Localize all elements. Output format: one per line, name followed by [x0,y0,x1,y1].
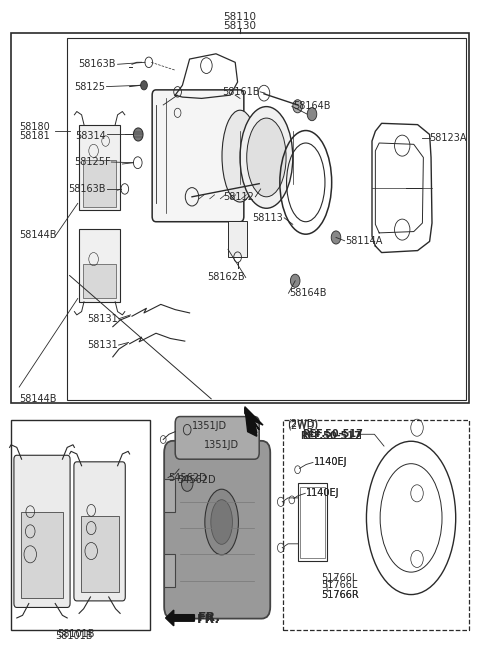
Text: 58131: 58131 [87,314,118,324]
FancyBboxPatch shape [164,441,270,619]
Text: 51766L: 51766L [322,573,358,583]
Text: 58181: 58181 [19,131,50,141]
Text: (2WD): (2WD) [287,418,318,428]
Text: 51766L: 51766L [322,580,358,590]
Bar [67,38,466,400]
Text: 58162B: 58162B [207,272,245,283]
Text: 1140EJ: 1140EJ [306,488,340,499]
Bar [83,159,116,207]
Circle shape [293,100,302,113]
Circle shape [181,476,193,491]
Bar [300,487,325,558]
FancyBboxPatch shape [175,417,259,459]
Polygon shape [166,610,194,626]
FancyBboxPatch shape [152,90,244,222]
Bar [21,512,63,598]
Text: 1140EJ: 1140EJ [314,457,348,468]
Text: FR.: FR. [198,611,221,625]
Text: 58125F: 58125F [74,157,110,167]
Text: 54562D: 54562D [168,472,206,483]
Circle shape [133,128,143,141]
Text: REF.50-517: REF.50-517 [300,431,360,441]
Text: FR.: FR. [197,613,220,626]
Ellipse shape [247,118,286,197]
Bar [81,516,119,592]
Ellipse shape [211,500,232,544]
Text: 58110: 58110 [224,12,256,22]
Text: (2WD): (2WD) [287,420,318,430]
Text: 51766R: 51766R [322,590,360,600]
Text: 1351JD: 1351JD [192,421,227,432]
Text: 58130: 58130 [224,20,256,31]
FancyBboxPatch shape [74,462,125,601]
Text: 58101B: 58101B [56,631,93,642]
Text: 58164B: 58164B [289,288,327,298]
Circle shape [331,231,341,244]
Text: 58163B: 58163B [78,59,115,70]
Text: 1351JD: 1351JD [204,440,239,450]
Text: 1140EJ: 1140EJ [306,488,340,499]
Text: 58163B: 58163B [68,184,106,194]
Text: 58101B: 58101B [57,629,95,640]
Bar [11,420,150,630]
Text: 58164B: 58164B [293,101,330,112]
Polygon shape [245,407,263,436]
Text: REF.50-517: REF.50-517 [302,429,362,440]
Bar [79,229,120,302]
Ellipse shape [222,110,258,202]
Bar [298,483,327,561]
Text: 58161B: 58161B [222,87,259,97]
FancyBboxPatch shape [14,455,70,607]
Text: 58180: 58180 [19,122,50,133]
Bar [164,554,175,587]
Text: 58112: 58112 [224,192,254,202]
Bar [79,125,120,210]
Bar [228,221,247,257]
Text: 58131: 58131 [87,340,118,350]
Text: 58125: 58125 [74,81,106,92]
Text: 58114A: 58114A [346,236,383,246]
Circle shape [307,108,317,121]
Bar [11,33,469,403]
Bar [83,264,116,298]
Text: 51766R: 51766R [322,590,360,600]
Polygon shape [245,408,259,433]
Circle shape [141,81,147,90]
Text: 58144B: 58144B [19,230,57,240]
Text: 54562D: 54562D [178,475,216,485]
Bar [164,479,175,512]
Text: 58123A: 58123A [430,133,467,143]
Text: 1140EJ: 1140EJ [314,457,348,468]
Bar [283,420,469,630]
Ellipse shape [205,489,239,555]
Text: 58113: 58113 [252,213,283,223]
Text: 58144B: 58144B [19,394,57,404]
Text: 58314: 58314 [75,131,106,141]
Ellipse shape [240,106,293,208]
Circle shape [290,274,300,287]
